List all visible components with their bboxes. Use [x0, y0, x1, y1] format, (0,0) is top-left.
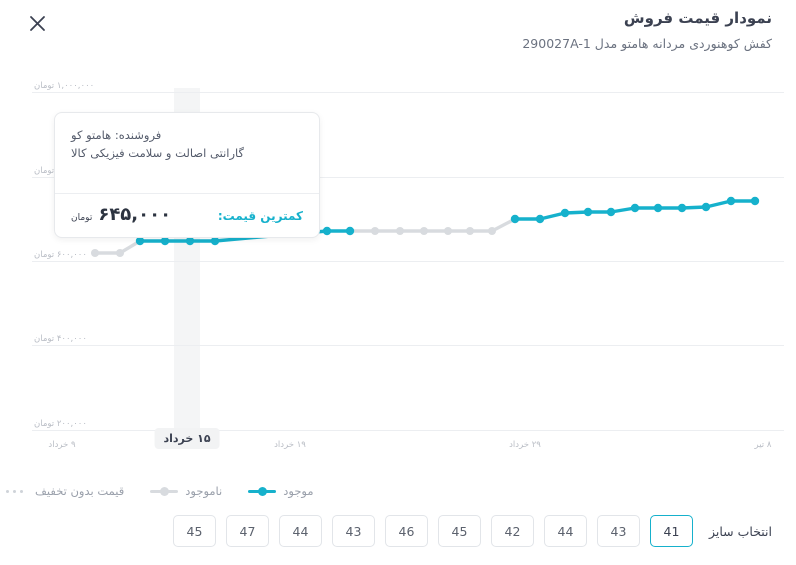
- chart-data-point[interactable]: [420, 227, 428, 235]
- chart-data-point[interactable]: [653, 203, 663, 213]
- size-selector[interactable]: انتخاب سایز 41 43 44 42 45 46 43 44 47 45: [0, 508, 796, 554]
- legend-item: موجود: [248, 484, 314, 498]
- size-chip-44[interactable]: 44: [278, 515, 322, 547]
- size-chip-41[interactable]: 41: [649, 515, 693, 547]
- price-tooltip: فروشنده: هامتو کو گارانتی اصالت و سلامت …: [54, 112, 320, 238]
- legend-item: ناموجود: [150, 484, 222, 498]
- chart-data-point[interactable]: [583, 207, 593, 217]
- size-chip-43[interactable]: 43: [596, 515, 640, 547]
- size-chip-45[interactable]: 45: [437, 515, 481, 547]
- tooltip-price-row: کمترین قیمت: ۶۴۵,۰۰۰ تومان: [71, 194, 303, 237]
- chart-data-point[interactable]: [726, 196, 736, 206]
- chart-data-point[interactable]: [510, 214, 520, 224]
- x-axis-tick-label[interactable]: ۱۵ خرداد: [154, 428, 220, 449]
- y-axis-tick-label: ۴۰۰,۰۰۰ تومان: [34, 334, 87, 344]
- size-selector-label: انتخاب سایز: [708, 523, 772, 539]
- product-subtitle: کفش کوهنوردی مردانه هامتو مدل 290027A-1: [522, 36, 772, 51]
- tooltip-seller: فروشنده: هامتو کو: [71, 128, 162, 142]
- chart-data-point[interactable]: [606, 207, 616, 217]
- chart-data-point[interactable]: [210, 236, 220, 246]
- tooltip-price-label: کمترین قیمت:: [217, 208, 303, 223]
- size-chip-list: 41 43 44 42 45 46 43 44 47 45: [172, 515, 693, 547]
- chart-data-point[interactable]: [444, 227, 452, 235]
- chart-data-point[interactable]: [91, 249, 99, 257]
- chart-data-point[interactable]: [160, 236, 170, 246]
- chart-data-point[interactable]: [371, 227, 379, 235]
- page-title: نمودار قیمت فروش: [623, 9, 772, 27]
- chart-gridline: [32, 345, 784, 346]
- chart-data-point[interactable]: [488, 227, 496, 235]
- size-chip-43[interactable]: 43: [331, 515, 375, 547]
- chart-data-point[interactable]: [116, 249, 124, 257]
- legend-item: قیمت بدون تخفیف: [0, 484, 124, 498]
- chart-data-point[interactable]: [630, 203, 640, 213]
- chart-gridline: [32, 261, 784, 262]
- chart-line-segment: [538, 211, 567, 221]
- y-axis-tick-label: ۶۰۰,۰۰۰ تومان: [34, 250, 87, 260]
- chart-data-point[interactable]: [185, 236, 195, 246]
- x-axis-tick-label[interactable]: ۱۹ خرداد: [274, 440, 306, 450]
- legend-marker-icon: [0, 486, 28, 496]
- tooltip-price-value: ۶۴۵,۰۰۰: [98, 203, 172, 225]
- close-icon: [29, 15, 46, 32]
- chart-gridline: [32, 430, 784, 431]
- chart-data-point[interactable]: [677, 203, 687, 213]
- size-chip-45[interactable]: 45: [172, 515, 216, 547]
- legend-marker-icon: [150, 486, 179, 496]
- chart-gridline: [32, 177, 784, 178]
- size-chip-47[interactable]: 47: [225, 515, 269, 547]
- chart-data-point[interactable]: [701, 202, 711, 212]
- dialog-header: نمودار قیمت فروش کفش کوهنوردی مردانه هام…: [0, 0, 796, 62]
- size-chip-46[interactable]: 46: [384, 515, 428, 547]
- x-axis-tick-label[interactable]: ۲۹ خرداد: [509, 440, 541, 450]
- chart-data-point[interactable]: [535, 214, 545, 224]
- chart-line-segment: [490, 217, 517, 233]
- tooltip-divider: [55, 192, 319, 194]
- chart-data-point[interactable]: [135, 236, 145, 246]
- legend-marker-icon: [248, 486, 277, 496]
- x-axis-tick-label[interactable]: ۹ خرداد: [48, 440, 76, 450]
- chart-line-segment: [704, 199, 733, 209]
- chart-data-point[interactable]: [396, 227, 404, 235]
- tooltip-guarantee: گارانتی اصالت و سلامت فیزیکی کالا: [71, 146, 245, 161]
- x-axis-tick-label[interactable]: ۸ تیر: [754, 440, 772, 450]
- legend-label: ناموجود: [185, 484, 223, 498]
- close-button[interactable]: [22, 8, 52, 38]
- tooltip-price-unit: تومان: [71, 212, 93, 223]
- chart-data-point[interactable]: [345, 226, 355, 236]
- y-axis-tick-label: ۱,۰۰۰,۰۰۰ تومان: [34, 81, 95, 91]
- legend-label: موجود: [283, 484, 314, 498]
- chart-data-point[interactable]: [560, 208, 570, 218]
- size-chip-44[interactable]: 44: [543, 515, 587, 547]
- y-axis-tick-label: ۲۰۰,۰۰۰ تومان: [34, 419, 87, 429]
- chart-gridline: [32, 92, 784, 93]
- chart-data-point[interactable]: [322, 226, 332, 236]
- chart-legend: موجود ناموجود قیمت بدون تخفیف: [0, 478, 796, 504]
- chart-data-point[interactable]: [750, 196, 760, 206]
- tooltip-price-wrap: ۶۴۵,۰۰۰ تومان: [71, 204, 171, 225]
- legend-label: قیمت بدون تخفیف: [35, 484, 125, 498]
- chart-data-point[interactable]: [466, 227, 474, 235]
- size-chip-42[interactable]: 42: [490, 515, 534, 547]
